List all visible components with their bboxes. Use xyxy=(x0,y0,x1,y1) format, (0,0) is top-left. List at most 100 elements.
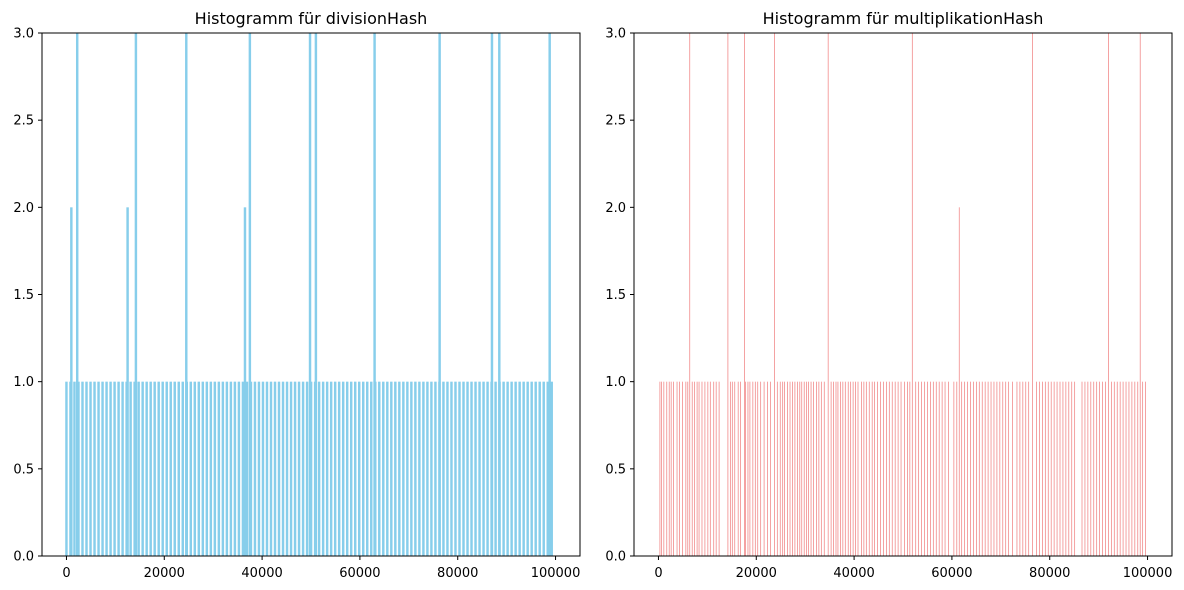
bar xyxy=(861,381,862,556)
bar xyxy=(470,381,473,556)
bar xyxy=(877,381,878,556)
bar xyxy=(414,381,417,556)
bar xyxy=(510,381,513,556)
bar xyxy=(820,381,822,556)
bar xyxy=(696,381,698,556)
bar xyxy=(871,381,873,556)
bar xyxy=(668,381,670,556)
bar xyxy=(776,381,778,556)
bar xyxy=(1131,381,1133,556)
bar xyxy=(329,381,333,556)
bar xyxy=(816,381,817,556)
bar xyxy=(73,381,76,556)
bar xyxy=(970,381,971,556)
bar xyxy=(426,381,429,556)
bar xyxy=(709,381,711,556)
bar xyxy=(1025,381,1027,556)
bar xyxy=(418,381,421,556)
bar xyxy=(149,381,152,556)
bar xyxy=(349,381,353,556)
bar xyxy=(1062,381,1064,556)
bar xyxy=(915,381,917,556)
bar xyxy=(281,381,285,556)
bar xyxy=(930,381,931,556)
bar xyxy=(701,381,703,556)
bar xyxy=(446,381,449,556)
y-tick-label: 0.5 xyxy=(605,462,626,477)
bar xyxy=(806,381,808,556)
bar xyxy=(953,381,955,556)
bar xyxy=(1028,381,1030,556)
bar xyxy=(1096,381,1098,556)
bar xyxy=(810,381,812,556)
bar xyxy=(177,381,180,556)
bar xyxy=(317,381,321,556)
bar xyxy=(542,381,545,556)
x-tick-label: 20000 xyxy=(144,566,185,581)
bar xyxy=(874,381,875,556)
bar xyxy=(301,381,305,556)
x-tick-label: 60000 xyxy=(931,566,972,581)
bar xyxy=(907,381,908,556)
bar xyxy=(1036,381,1037,556)
bar xyxy=(863,381,865,556)
bar xyxy=(757,381,759,556)
bar xyxy=(386,381,389,556)
bar xyxy=(891,381,893,556)
bar xyxy=(538,381,541,556)
bar xyxy=(1053,381,1055,556)
bar xyxy=(904,381,905,556)
bar xyxy=(794,381,796,556)
bar xyxy=(145,381,148,556)
bar xyxy=(1087,381,1089,556)
bar xyxy=(679,381,680,556)
bar xyxy=(659,381,661,556)
bar xyxy=(1110,381,1112,556)
bar xyxy=(77,381,80,556)
bar xyxy=(126,207,129,556)
bar xyxy=(70,207,73,556)
bar xyxy=(1128,381,1130,556)
bar xyxy=(129,381,132,556)
bar xyxy=(799,381,801,556)
y-axis-ticks: 0.0 0.5 1.0 1.5 2.0 2.5 3.0 xyxy=(605,27,634,565)
x-tick-label: 40000 xyxy=(241,566,282,581)
bar xyxy=(514,381,517,556)
bar xyxy=(661,381,662,556)
bar xyxy=(398,381,401,556)
bar xyxy=(835,381,837,556)
bar xyxy=(760,381,762,556)
bar xyxy=(490,33,494,556)
chart-title: Histogramm für divisionHash xyxy=(195,9,428,28)
bar xyxy=(727,33,729,556)
y-tick-label: 0.5 xyxy=(13,462,34,477)
bar xyxy=(932,381,934,556)
bar xyxy=(506,381,509,556)
y-tick-label: 1.0 xyxy=(605,375,626,390)
bar xyxy=(205,381,209,556)
bar xyxy=(289,381,293,556)
bar xyxy=(847,381,849,556)
bar xyxy=(1044,381,1046,556)
bar xyxy=(161,381,164,556)
bar xyxy=(729,381,731,556)
bar xyxy=(141,381,144,556)
bar xyxy=(462,381,465,556)
plot-frame xyxy=(633,32,1173,557)
bar xyxy=(1145,381,1146,556)
bar xyxy=(113,381,116,556)
bar xyxy=(713,381,715,556)
bar xyxy=(663,381,665,556)
bar xyxy=(1102,381,1103,556)
bar xyxy=(1059,381,1061,556)
y-tick-label: 2.0 xyxy=(13,201,34,216)
bar xyxy=(927,381,928,556)
bar xyxy=(792,381,793,556)
bar xyxy=(987,381,989,556)
bar xyxy=(1019,381,1021,556)
bar xyxy=(752,381,754,556)
bar xyxy=(233,381,237,556)
bar xyxy=(345,381,349,556)
y-tick-label: 3.0 xyxy=(605,27,626,42)
